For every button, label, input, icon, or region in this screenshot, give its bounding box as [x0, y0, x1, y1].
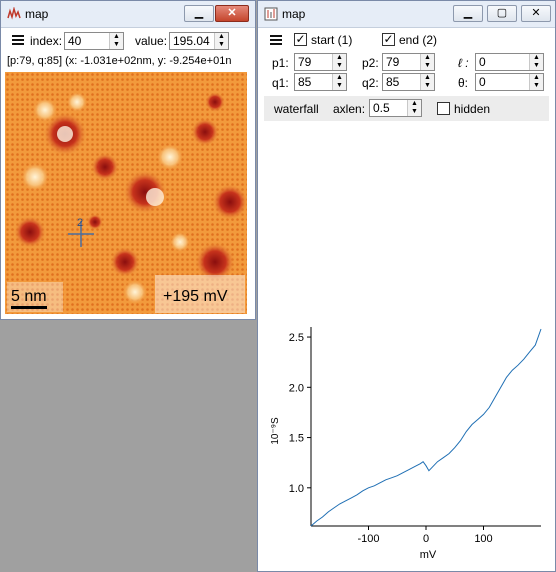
close-icon: ✕ — [227, 7, 237, 19]
bias-label: +195 mV — [163, 288, 228, 305]
stm-map-canvas: 2 5 nm +195 mV — [5, 72, 247, 314]
menu-icon[interactable] — [12, 35, 24, 45]
y-axis-label: 10⁻⁹S — [270, 417, 281, 445]
menu-icon[interactable] — [270, 35, 282, 45]
value-value: 195.04 — [173, 34, 210, 48]
y-tick-label: 1.5 — [289, 433, 304, 445]
title-bar[interactable]: map ▁ ▢ ✕ — [258, 1, 555, 28]
x-tick-label: 100 — [474, 533, 492, 545]
p2-spinner[interactable]: 79 ▲ ▼ — [382, 53, 435, 71]
p1-spinner[interactable]: 79 ▲ ▼ — [294, 53, 347, 71]
minimize-icon: ▁ — [463, 7, 473, 19]
scale-bar-label: 5 nm — [11, 288, 47, 305]
spectrum-plot[interactable]: -100 0 100 1.0 1.5 2.0 2.5 mV 10⁻⁹S — [258, 311, 555, 571]
q1-label: q1: — [272, 76, 289, 90]
start-label: start (1) — [311, 33, 353, 47]
theta-spinner[interactable]: 0 ▲ ▼ — [475, 73, 544, 91]
title-bar[interactable]: map ▁ ✕ — [1, 1, 255, 28]
value-spinner[interactable]: 195.04 ▲ ▼ — [169, 32, 229, 50]
value-label: value: — [135, 34, 168, 48]
q2-value: 85 — [386, 75, 400, 89]
minimize-icon: ▁ — [194, 7, 204, 19]
end-checkbox[interactable]: ✓ — [382, 32, 395, 46]
waterfall-label[interactable]: waterfall — [274, 102, 319, 116]
y-tick-label: 2.5 — [289, 332, 304, 344]
axlen-label: axlen: — [333, 102, 366, 116]
index-label: index: — [30, 34, 63, 48]
start-checkbox[interactable]: ✓ — [294, 32, 307, 46]
minimize-button[interactable]: ▁ — [453, 5, 483, 22]
theta-label: θ: — [458, 76, 469, 90]
ell-value: 0 — [479, 55, 486, 69]
spectrum-window: map ▁ ▢ ✕ ✓ start (1) ✓ end (2) p1: 79 ▲… — [257, 0, 556, 572]
plot-app-icon — [264, 7, 278, 21]
x-axis-label: mV — [420, 549, 437, 561]
close-button[interactable]: ✕ — [521, 5, 551, 22]
index-spinner[interactable]: 40 ▲ ▼ — [64, 32, 124, 50]
p1-label: p1: — [272, 56, 289, 70]
conductance-series-line — [310, 328, 542, 527]
close-icon: ✕ — [531, 7, 541, 19]
x-tick-label: -100 — [357, 533, 379, 545]
ell-spinner[interactable]: 0 ▲ ▼ — [475, 53, 544, 71]
y-tick-label: 1.0 — [289, 483, 304, 495]
ell-label: ℓ : — [458, 56, 469, 70]
marker-label: 2 — [77, 217, 83, 229]
defects — [14, 92, 247, 304]
maximize-icon: ▢ — [496, 7, 508, 19]
stm-map-image[interactable]: 2 5 nm +195 mV — [5, 72, 247, 314]
hidden-label: hidden — [454, 102, 491, 116]
theta-value: 0 — [479, 75, 486, 89]
waterfall-toolbar: waterfall axlen: 0.5 ▲ ▼ hidden — [264, 96, 549, 121]
map-image-window: map ▁ ✕ index: 40 ▲ ▼ value: 195.04 ▲ ▼ [p… — [0, 0, 256, 320]
window-title: map — [282, 7, 306, 21]
coordinate-text: [p:79, q:85] (x: -1.031e+02nm, y: -9.254… — [7, 55, 232, 67]
q2-spinner[interactable]: 85 ▲ ▼ — [382, 73, 435, 91]
crosshair-marker[interactable]: 2 — [68, 217, 94, 247]
hidden-checkbox[interactable] — [437, 102, 450, 115]
q1-spinner[interactable]: 85 ▲ ▼ — [294, 73, 347, 91]
x-tick-label: 0 — [423, 533, 429, 545]
scale-bar — [11, 306, 47, 309]
coordinate-readout: [p:79, q:85] (x: -1.031e+02nm, y: -9.254… — [7, 55, 247, 67]
q2-label: q2: — [362, 76, 379, 90]
p1-value: 79 — [298, 55, 312, 69]
q1-value: 85 — [298, 75, 312, 89]
maximize-button[interactable]: ▢ — [487, 5, 517, 22]
y-tick-label: 2.0 — [289, 382, 304, 394]
index-value: 40 — [68, 34, 82, 48]
window-title: map — [25, 7, 49, 21]
map-app-icon — [7, 7, 21, 20]
p2-value: 79 — [386, 55, 400, 69]
close-button[interactable]: ✕ — [215, 5, 249, 22]
minimize-button[interactable]: ▁ — [184, 5, 214, 22]
axlen-value: 0.5 — [373, 101, 390, 115]
p2-label: p2: — [362, 56, 379, 70]
axlen-spinner[interactable]: 0.5 ▲ ▼ — [369, 99, 422, 117]
end-label: end (2) — [399, 33, 438, 47]
bias-label-bg — [155, 275, 245, 313]
